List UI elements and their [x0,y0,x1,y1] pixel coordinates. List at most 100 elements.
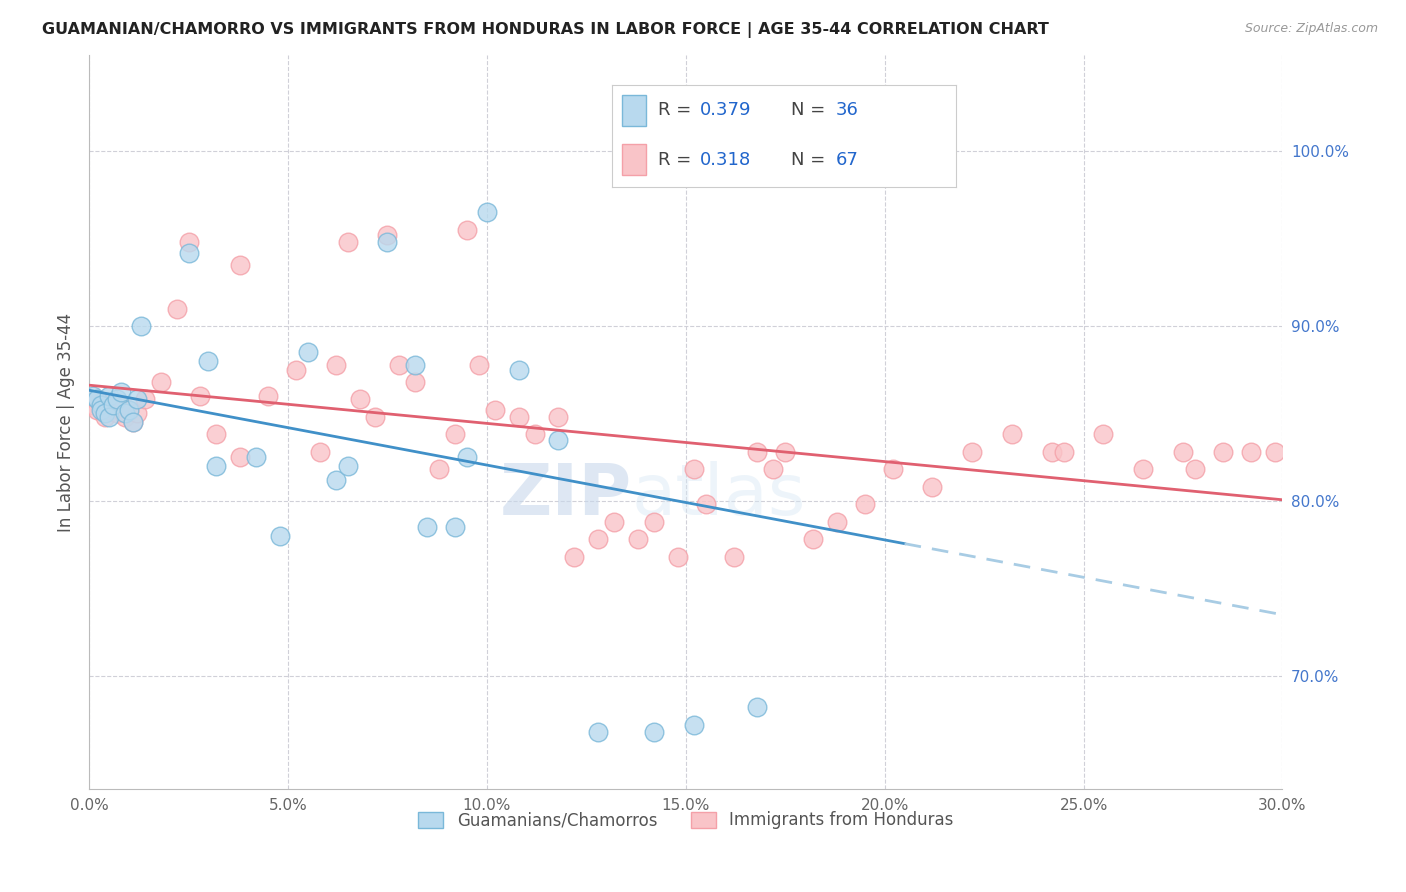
Point [723,549,745,564]
Point [90,398,112,412]
Y-axis label: In Labor Force | Age 35-44: In Labor Force | Age 35-44 [58,312,75,532]
Point [166,301,188,316]
Point [114,409,136,424]
Point [388,358,411,372]
Point [82,398,104,412]
Point [129,319,152,334]
Point [101,398,124,412]
Point [588,533,610,547]
Point [86,392,108,407]
Point [508,409,530,424]
Point [682,717,704,731]
Point [921,480,943,494]
Point [1184,462,1206,476]
Point [110,398,132,412]
Point [547,433,569,447]
Point [456,223,478,237]
Point [773,445,796,459]
Text: 36: 36 [835,102,859,120]
Point [882,462,904,476]
Point [627,533,650,547]
Point [245,450,267,464]
Point [377,235,399,249]
Point [284,363,307,377]
Text: ZIP: ZIP [499,461,633,530]
Point [97,409,120,424]
Text: N =: N = [790,102,825,120]
Point [86,392,108,407]
Point [86,403,108,417]
Point [308,445,330,459]
Point [1263,445,1285,459]
Point [547,409,569,424]
Point [444,427,467,442]
Point [336,458,359,473]
Point [893,136,915,150]
Point [484,403,506,417]
Point [475,205,498,219]
Point [762,462,785,476]
Point [1171,445,1194,459]
Text: 0.379: 0.379 [699,102,751,120]
Point [404,358,426,372]
Point [90,396,112,410]
Point [257,389,280,403]
Point [747,445,769,459]
Point [1132,462,1154,476]
Point [125,406,148,420]
Point [101,398,124,412]
Point [325,358,347,372]
Point [105,392,128,407]
Point [695,497,717,511]
Point [118,403,141,417]
Point [177,235,200,249]
Point [94,409,117,424]
Point [149,375,172,389]
Point [97,389,120,403]
Point [118,403,141,417]
Point [643,724,665,739]
Point [90,403,112,417]
Text: R =: R = [658,102,692,120]
Point [404,375,426,389]
Point [377,228,399,243]
Bar [621,145,647,175]
Point [177,245,200,260]
Point [336,235,359,249]
Point [1092,427,1115,442]
Text: 0.318: 0.318 [699,151,751,169]
Point [364,409,387,424]
Point [105,406,128,420]
Text: 67: 67 [835,151,859,169]
Point [1212,445,1234,459]
Point [747,700,769,714]
Point [853,497,876,511]
Point [121,415,143,429]
Point [82,389,104,403]
Point [603,515,626,529]
Point [297,345,319,359]
Point [97,403,120,417]
Point [588,724,610,739]
Point [523,427,546,442]
Point [801,533,824,547]
Point [205,427,228,442]
Point [269,529,291,543]
Point [960,445,983,459]
Point [325,473,347,487]
Text: R =: R = [658,151,692,169]
Text: GUAMANIAN/CHAMORRO VS IMMIGRANTS FROM HONDURAS IN LABOR FORCE | AGE 35-44 CORREL: GUAMANIAN/CHAMORRO VS IMMIGRANTS FROM HO… [42,22,1049,38]
Point [205,458,228,473]
Point [444,520,467,534]
Point [427,462,450,476]
Point [125,392,148,407]
Point [468,358,491,372]
Point [349,392,371,407]
Point [121,415,143,429]
Point [643,515,665,529]
Point [190,389,212,403]
Legend: Guamanians/Chamorros, Immigrants from Honduras: Guamanians/Chamorros, Immigrants from Ho… [412,805,960,836]
Point [94,406,117,420]
Point [564,549,586,564]
Point [114,406,136,420]
